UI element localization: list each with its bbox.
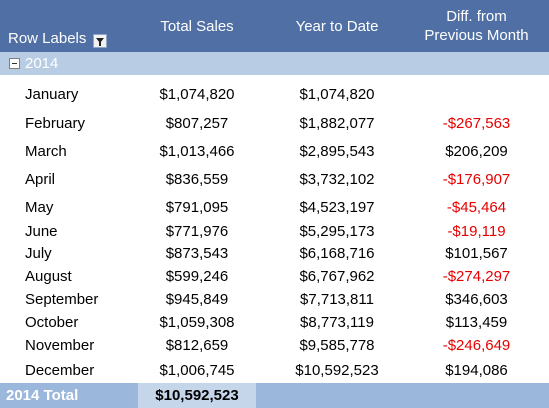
diff-cell: -$45,464 (446, 198, 507, 216)
month-label: February (25, 114, 86, 132)
total-sales-cell: $1,074,820 (159, 86, 235, 103)
total-sales-cell: $812,659 (165, 337, 229, 354)
diff-cell (404, 80, 549, 109)
table-row: November $812,659 $9,585,778 -$246,649 (0, 334, 549, 357)
collapse-minus-icon[interactable] (9, 58, 20, 69)
total-label: 2014 Total (6, 387, 79, 404)
diff-cell: $101,567 (445, 245, 508, 262)
diff-cell: -$267,563 (442, 114, 511, 132)
row-labels-header[interactable]: Row Labels (8, 0, 138, 52)
month-label: April (25, 171, 56, 188)
pivot-header: Row Labels Total Sales Year to Date Diff… (0, 0, 549, 52)
row-labels-text: Row Labels (8, 30, 87, 47)
table-row: February $807,257 $1,882,077 -$267,563 (0, 109, 549, 137)
total-sales-cell: $771,976 (165, 222, 229, 240)
total-row: 2014 Total $10,592,523 (0, 383, 549, 408)
total-sales-value: $10,592,523 (138, 383, 256, 408)
year-to-date-cell: $1,882,077 (299, 114, 375, 132)
year-to-date-cell: $1,074,820 (299, 86, 375, 103)
year-to-date-cell: $7,713,811 (300, 291, 374, 308)
year-group-row[interactable]: 2014 (0, 52, 549, 75)
month-label: October (25, 314, 79, 331)
table-row: March $1,013,466 $2,895,543 $206,209 (0, 137, 549, 165)
month-label: December (25, 361, 95, 379)
table-row: December $1,006,745 $10,592,523 $194,086 (0, 357, 549, 383)
diff-header: Diff. from Previous Month (404, 0, 549, 52)
month-label: November (25, 337, 95, 354)
table-row: June $771,976 $5,295,173 -$19,119 (0, 220, 549, 242)
total-sales-cell: $945,849 (165, 291, 229, 308)
table-row: July $873,543 $6,168,716 $101,567 (0, 242, 549, 265)
year-label: 2014 (25, 55, 59, 72)
table-row: October $1,059,308 $8,773,119 $113,459 (0, 311, 549, 334)
year-to-date-cell: $3,732,102 (299, 171, 375, 188)
month-label: July (25, 245, 52, 262)
diff-cell: -$246,649 (442, 337, 511, 354)
diff-header-line1: Diff. from (446, 8, 507, 25)
month-label: August (25, 268, 72, 285)
year-to-date-cell: $5,295,173 (299, 222, 375, 240)
year-to-date-cell: $4,523,197 (299, 198, 375, 216)
diff-cell: -$176,907 (442, 171, 511, 188)
total-sales-cell: $807,257 (165, 114, 229, 132)
month-label: September (25, 291, 99, 308)
diff-header-line2: Previous Month (424, 27, 529, 44)
table-row: May $791,095 $4,523,197 -$45,464 (0, 194, 549, 220)
filter-dropdown-icon[interactable] (93, 34, 108, 48)
year-to-date-cell: $6,767,962 (299, 268, 375, 285)
total-sales-cell: $791,095 (165, 198, 229, 216)
total-sales-cell: $836,559 (165, 171, 229, 188)
table-row: September $945,849 $7,713,811 $346,603 (0, 288, 549, 311)
month-label: January (25, 86, 79, 103)
month-label: March (25, 142, 67, 160)
year-to-date-cell: $6,168,716 (299, 245, 375, 262)
total-sales-cell: $599,246 (165, 268, 229, 285)
diff-cell: $206,209 (445, 142, 508, 160)
table-row: August $599,246 $6,767,962 -$274,297 (0, 265, 549, 288)
diff-cell: $346,603 (445, 291, 508, 308)
diff-cell: -$274,297 (442, 268, 511, 285)
year-to-date-cell: $10,592,523 (295, 361, 379, 379)
total-sales-cell: $1,059,308 (159, 314, 235, 331)
month-label: June (25, 222, 58, 240)
year-to-date-cell: $2,895,543 (299, 142, 375, 160)
month-label: May (25, 198, 54, 216)
diff-cell: -$19,119 (447, 222, 506, 240)
total-sales-cell: $873,543 (165, 245, 229, 262)
year-to-date-cell: $8,773,119 (300, 314, 374, 331)
table-row: January $1,074,820 $1,074,820 (0, 80, 549, 109)
total-sales-header: Total Sales (160, 17, 234, 35)
total-sales-cell: $1,013,466 (159, 142, 235, 160)
diff-cell: $113,459 (445, 314, 508, 331)
total-sales-cell: $1,006,745 (159, 361, 235, 379)
table-row: April $836,559 $3,732,102 -$176,907 (0, 165, 549, 194)
year-to-date-header: Year to Date (295, 17, 379, 35)
year-to-date-cell: $9,585,778 (299, 337, 375, 354)
diff-cell: $194,086 (445, 361, 508, 379)
